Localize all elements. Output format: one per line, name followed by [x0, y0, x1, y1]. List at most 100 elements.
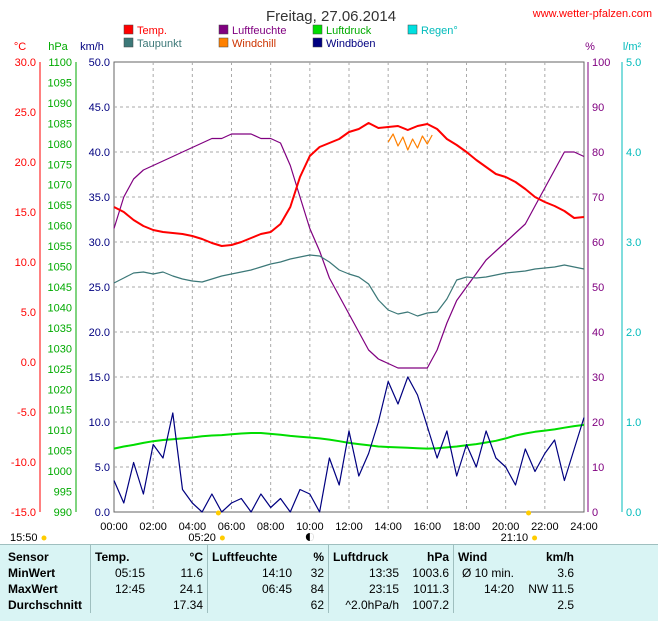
pressure-axis-tick-label: 1050: [48, 262, 72, 274]
humidity-axis-tick-label: 90: [592, 102, 604, 114]
humidity-axis-unit: %: [585, 41, 595, 53]
x-tick-label: 10:00: [296, 521, 324, 533]
stats-row-label: Durchschnitt: [8, 598, 83, 612]
x-tick-label: 20:00: [492, 521, 520, 533]
legend-swatch: [407, 24, 418, 35]
legend-label: Windböen: [326, 38, 376, 50]
y-axes: 30.0 25.0 20.0 15.0 10.0 5.0 0.0 -5.0 -10.0 -15.0…: [11, 57, 641, 519]
stats-header-humidity: Luftfeuchte: [207, 545, 296, 565]
stats-pressure-time: 23:15: [328, 581, 403, 597]
x-tick-label: 14:00: [374, 521, 402, 533]
sun-marker: [215, 510, 221, 516]
series-temp-line: [113, 122, 585, 247]
x-tick-label: 00:00: [100, 521, 128, 533]
stats-row-label: MinWert: [8, 566, 56, 580]
wind-axis-tick-label: 20.0: [89, 327, 110, 339]
x-tick-label: 02:00: [139, 521, 167, 533]
x-tick-label: 06:00: [218, 521, 246, 533]
temp-axis-tick-label: 0.0: [21, 357, 36, 369]
stats-wind-value: 3.6: [557, 566, 574, 580]
rain-axis-tick-label: 3.0: [626, 237, 641, 249]
stats-humidity-time: [207, 597, 296, 613]
legend-swatch: [123, 24, 134, 35]
wind-axis-tick-label: 40.0: [89, 147, 110, 159]
pressure-axis-tick-label: 1035: [48, 323, 72, 335]
rain-axis-tick-label: 1.0: [626, 417, 641, 429]
stats-header-temp-unit: °C: [189, 550, 203, 564]
wind-axis-tick-label: 5.0: [95, 462, 110, 474]
temp-axis-tick-label: -15.0: [11, 507, 36, 519]
x-tick-label: 16:00: [414, 521, 442, 533]
pressure-axis-tick-label: 1085: [48, 118, 72, 130]
stats-temp-time: [90, 597, 149, 613]
wind-axis-tick-label: 50.0: [89, 57, 110, 69]
x-tick-label: 08:00: [257, 521, 285, 533]
temp-axis-tick-label: -5.0: [17, 407, 36, 419]
humidity-axis-tick-label: 80: [592, 147, 604, 159]
stats-pressure-value: 1003.6: [412, 566, 449, 580]
pressure-axis-tick-label: 1010: [48, 425, 72, 437]
stats-temp-time: 12:45: [90, 581, 149, 597]
stats-row-max: MaxWert 12:45 24.1 06:45 84 23:15 1011.3…: [0, 581, 578, 597]
legend-swatch: [123, 37, 134, 48]
humidity-axis-tick-label: 30: [592, 372, 604, 384]
rain-axis-tick-label: 5.0: [626, 57, 641, 69]
stats-header-temp: Temp.: [90, 545, 149, 565]
sun-event-label: 05:20: [188, 532, 216, 544]
stats-humidity-value: 62: [310, 598, 324, 612]
stats-temp-value: 24.1: [179, 582, 203, 596]
pressure-axis-tick-label: 1095: [48, 77, 72, 89]
stats-wind-value: 2.5: [557, 598, 574, 612]
temp-axis-tick-label: 25.0: [15, 107, 36, 119]
legend-label: Regen°: [421, 25, 458, 37]
stats-wind-info: 14:20: [453, 581, 518, 597]
pressure-axis-tick-label: 995: [54, 487, 72, 499]
legend-swatch: [218, 24, 229, 35]
pressure-axis-tick-label: 1040: [48, 302, 72, 314]
pressure-axis-tick-label: 1045: [48, 282, 72, 294]
stats-header-sensor: Sensor: [8, 550, 49, 564]
pressure-axis-tick-label: 1100: [48, 57, 72, 69]
pressure-axis-tick-label: 1000: [48, 466, 72, 478]
rain-axis-unit: l/m²: [623, 41, 642, 53]
wind-axis-tick-label: 30.0: [89, 237, 110, 249]
legend-swatch: [218, 37, 229, 48]
sun-icon: [41, 535, 47, 541]
x-tick-label: 24:00: [570, 521, 598, 533]
series-taupunkt-line: [113, 254, 585, 317]
legend-label: Taupunkt: [137, 38, 182, 50]
stats-header-wind: Wind: [453, 545, 518, 565]
temp-axis-unit: °C: [14, 41, 26, 53]
stats-humidity-time: 14:10: [207, 565, 296, 581]
chart-title: Freitag, 27.06.2014: [266, 8, 396, 25]
legend-label: Luftdruck: [326, 25, 372, 37]
stats-temp-value: 11.6: [180, 566, 203, 580]
stats-temp-time: 05:15: [90, 565, 149, 581]
pressure-axis-tick-label: 1015: [48, 405, 72, 417]
stats-pressure-time: 13:35: [328, 565, 403, 581]
stats-header-humidity-unit: %: [313, 550, 324, 564]
stats-header-pressure-unit: hPa: [426, 550, 449, 564]
sun-icon: [219, 535, 225, 541]
stats-pressure-time: ^2.0hPa/h: [328, 597, 403, 613]
series-windchill-line: [387, 133, 433, 151]
pressure-axis-tick-label: 1080: [48, 139, 72, 151]
rain-axis-tick-label: 2.0: [626, 327, 641, 339]
legend-label: Windchill: [232, 38, 276, 50]
series-layer: [113, 122, 585, 513]
humidity-axis-tick-label: 50: [592, 282, 604, 294]
stats-header-row: Sensor Temp. °C Luftfeuchte % Luftdruck …: [0, 545, 578, 565]
pressure-axis-tick-label: 990: [54, 507, 72, 519]
pressure-axis-unit: hPa: [48, 41, 68, 53]
pressure-axis-tick-label: 1020: [48, 384, 72, 396]
temp-axis-tick-label: 15.0: [15, 207, 36, 219]
temp-axis-tick-label: 30.0: [15, 57, 36, 69]
legend-label: Temp.: [137, 25, 167, 37]
sun-marker: [526, 510, 532, 516]
pressure-axis-tick-label: 1030: [48, 343, 72, 355]
pressure-axis-tick-label: 1075: [48, 159, 72, 171]
statistics-table: Sensor Temp. °C Luftfeuchte % Luftdruck …: [0, 545, 578, 613]
pressure-axis-tick-label: 1070: [48, 180, 72, 192]
series-windböen-line: [113, 376, 585, 513]
stats-pressure-value: 1011.3: [413, 582, 449, 596]
